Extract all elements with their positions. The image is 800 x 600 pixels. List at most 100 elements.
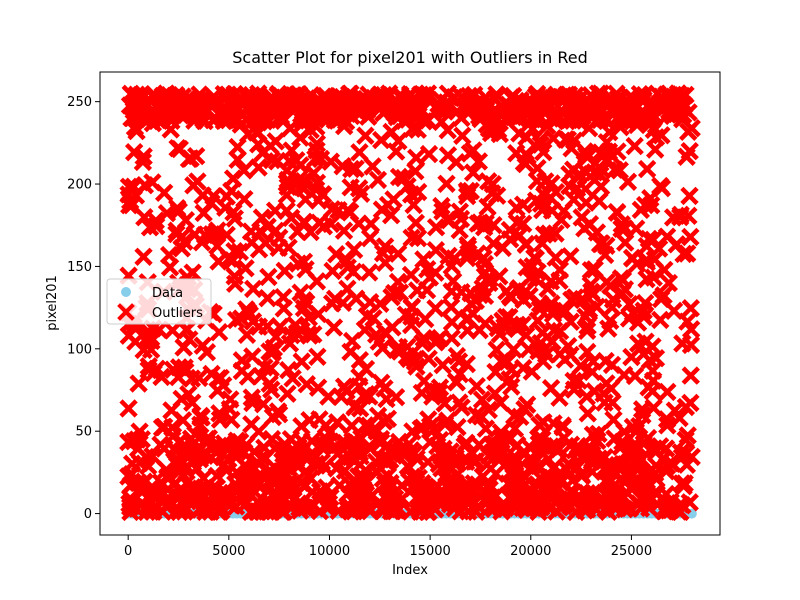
outlier-point	[222, 410, 241, 429]
outlier-point	[155, 105, 175, 125]
outlier-point	[209, 323, 229, 342]
outlier-point	[186, 425, 205, 444]
outlier-point	[254, 394, 273, 414]
outlier-point	[292, 431, 311, 451]
outlier-point	[544, 414, 563, 433]
outlier-point	[349, 91, 369, 111]
outlier-point	[279, 360, 298, 380]
outlier-point	[646, 349, 666, 368]
outlier-point	[153, 86, 172, 106]
outlier-point	[361, 214, 381, 234]
outlier-point	[363, 157, 382, 176]
outlier-point	[419, 349, 438, 368]
outlier-point	[502, 360, 521, 379]
outlier-point	[417, 280, 437, 300]
outlier-point	[359, 498, 379, 518]
outlier-point	[275, 261, 294, 281]
outlier-point	[458, 235, 477, 255]
outlier-point	[502, 377, 521, 396]
outlier-point	[308, 347, 327, 366]
outlier-point	[292, 352, 311, 371]
outlier-point	[579, 302, 599, 322]
outlier-point	[124, 101, 143, 120]
outlier-point	[464, 141, 483, 160]
outlier-point	[221, 390, 240, 409]
outlier-point	[234, 161, 254, 180]
outlier-point	[350, 350, 370, 370]
outlier-point	[329, 200, 348, 220]
outlier-point	[216, 102, 236, 121]
outlier-point	[294, 291, 313, 310]
outlier-point	[610, 161, 629, 180]
legend-outlier-marker	[117, 303, 135, 321]
outlier-point	[179, 385, 198, 404]
outlier-point	[215, 455, 234, 474]
outlier-point	[227, 431, 246, 450]
outlier-point	[356, 126, 375, 145]
outlier-point	[334, 116, 354, 136]
outlier-point	[554, 428, 574, 448]
outlier-point	[426, 241, 446, 260]
outlier-point	[378, 466, 398, 486]
outlier-point	[159, 245, 179, 265]
outlier-point	[567, 103, 587, 122]
outlier-point	[377, 389, 396, 409]
outlier-point	[292, 417, 311, 436]
outlier-point	[225, 241, 244, 261]
outlier-point	[407, 148, 426, 167]
outlier-point	[210, 404, 229, 423]
outlier-point	[303, 482, 322, 502]
outlier-point	[564, 380, 584, 399]
outlier-point	[343, 432, 362, 451]
outlier-point	[385, 283, 404, 303]
outlier-point	[359, 437, 379, 456]
outlier-point	[255, 438, 274, 457]
outlier-point	[194, 203, 213, 223]
outlier-point	[623, 417, 643, 437]
outlier-point	[576, 193, 596, 212]
outlier-point	[657, 456, 677, 476]
outlier-point	[492, 502, 511, 521]
outlier-point	[458, 321, 477, 340]
outlier-point	[592, 160, 612, 180]
outlier-point	[590, 192, 609, 211]
outlier-point	[356, 461, 375, 480]
outlier-point	[579, 495, 598, 514]
outlier-point	[637, 159, 657, 179]
outlier-point	[388, 244, 408, 263]
outlier-point	[534, 444, 553, 463]
outlier-point	[580, 214, 600, 234]
outlier-point	[561, 312, 580, 331]
outlier-point	[598, 92, 617, 112]
outlier-point	[511, 470, 531, 490]
outlier-point	[222, 181, 241, 201]
outlier-point	[662, 96, 681, 115]
outlier-point	[679, 103, 698, 122]
outlier-point	[311, 149, 331, 169]
outlier-point	[129, 374, 148, 393]
outlier-point	[421, 487, 441, 507]
outlier-point	[507, 213, 527, 232]
y-tick-label: 150	[67, 260, 92, 275]
outlier-point	[566, 489, 586, 508]
outlier-point	[334, 221, 354, 240]
outlier-point	[238, 125, 258, 144]
outlier-point	[431, 328, 450, 348]
outlier-point	[485, 384, 505, 403]
outlier-point	[604, 410, 623, 429]
outlier-point	[676, 397, 696, 417]
outlier-point	[546, 248, 565, 267]
outlier-point	[359, 85, 378, 104]
outlier-point	[502, 98, 521, 117]
outlier-point	[134, 247, 153, 266]
outlier-point	[185, 225, 204, 244]
outlier-point	[441, 297, 461, 317]
outlier-point	[472, 390, 492, 409]
outlier-point	[264, 338, 284, 358]
outlier-point	[132, 430, 151, 449]
outlier-point	[616, 233, 635, 252]
outlier-point	[403, 467, 422, 487]
outlier-point	[638, 464, 657, 483]
outlier-point	[476, 214, 495, 233]
